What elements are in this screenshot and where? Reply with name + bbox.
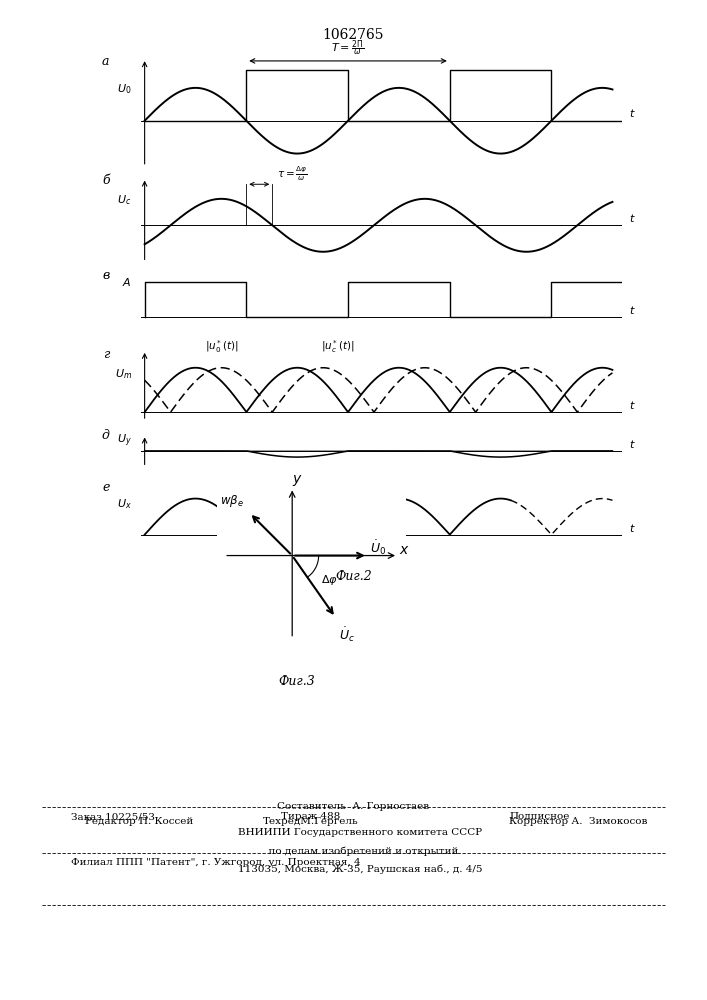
Text: $|u_0^*(t)|$: $|u_0^*(t)|$ [205,338,239,355]
Text: Заказ 10225/53: Заказ 10225/53 [71,812,155,821]
Text: $T=\frac{2\Pi}{\omega}$: $T=\frac{2\Pi}{\omega}$ [332,39,365,59]
Text: Фиг.3: Фиг.3 [279,675,315,688]
Text: $U_0$: $U_0$ [117,83,132,96]
Text: $t$: $t$ [629,304,636,316]
Text: ВНИИПИ Государственного комитета СССР: ВНИИПИ Государственного комитета СССР [225,828,482,837]
Text: $U_y$: $U_y$ [117,433,132,449]
Text: $A$: $A$ [122,276,132,288]
Text: $U_m$: $U_m$ [115,367,132,381]
Text: y: y [292,472,300,486]
Text: $t$: $t$ [629,438,636,450]
Text: $t$: $t$ [629,522,636,534]
Text: $t$: $t$ [629,212,636,224]
Text: $\tau=\frac{\Delta\varphi}{\omega}$: $\tau=\frac{\Delta\varphi}{\omega}$ [277,164,308,183]
Text: $\Delta\varphi$: $\Delta\varphi$ [320,573,337,587]
Text: Составитель  А. Горностаев: Составитель А. Горностаев [277,802,430,811]
Text: ТехредМ.Гергель: ТехредМ.Гергель [263,817,359,826]
Text: $t$: $t$ [629,399,636,411]
Text: Филиал ППП "Патент", г. Ужгород, ул. Проектная, 4: Филиал ППП "Патент", г. Ужгород, ул. Про… [71,858,361,867]
Text: $|u_c^*(t)|$: $|u_c^*(t)|$ [321,338,355,355]
Text: $\dot{U}_c$: $\dot{U}_c$ [339,625,355,644]
Text: Подписное: Подписное [509,812,569,821]
Text: $w\beta_e$: $w\beta_e$ [220,493,244,509]
Text: Тираж 488: Тираж 488 [281,812,341,821]
Text: 113035, Москва, Ж-35, Раушская наб., д. 4/5: 113035, Москва, Ж-35, Раушская наб., д. … [225,864,482,874]
Text: д: д [102,429,110,442]
Text: $t$: $t$ [629,107,636,119]
Text: Корректор А.  Зимокосов: Корректор А. Зимокосов [509,817,648,826]
Text: $U_x$: $U_x$ [117,497,132,511]
Text: Фиг.2: Фиг.2 [335,570,372,583]
Text: г: г [103,348,109,361]
Text: $U_c$: $U_c$ [117,193,132,207]
Text: по делам изобретений и открытий: по делам изобретений и открытий [249,846,458,856]
Text: в: в [103,269,110,282]
Text: 1062765: 1062765 [323,28,384,42]
Text: Редактор П. Коссей: Редактор П. Коссей [85,817,193,826]
Text: а: а [102,55,110,68]
Text: $\dot{U}_0$: $\dot{U}_0$ [370,539,386,557]
Text: б: б [102,174,110,187]
Text: x: x [400,543,408,557]
Text: е: е [102,481,110,494]
